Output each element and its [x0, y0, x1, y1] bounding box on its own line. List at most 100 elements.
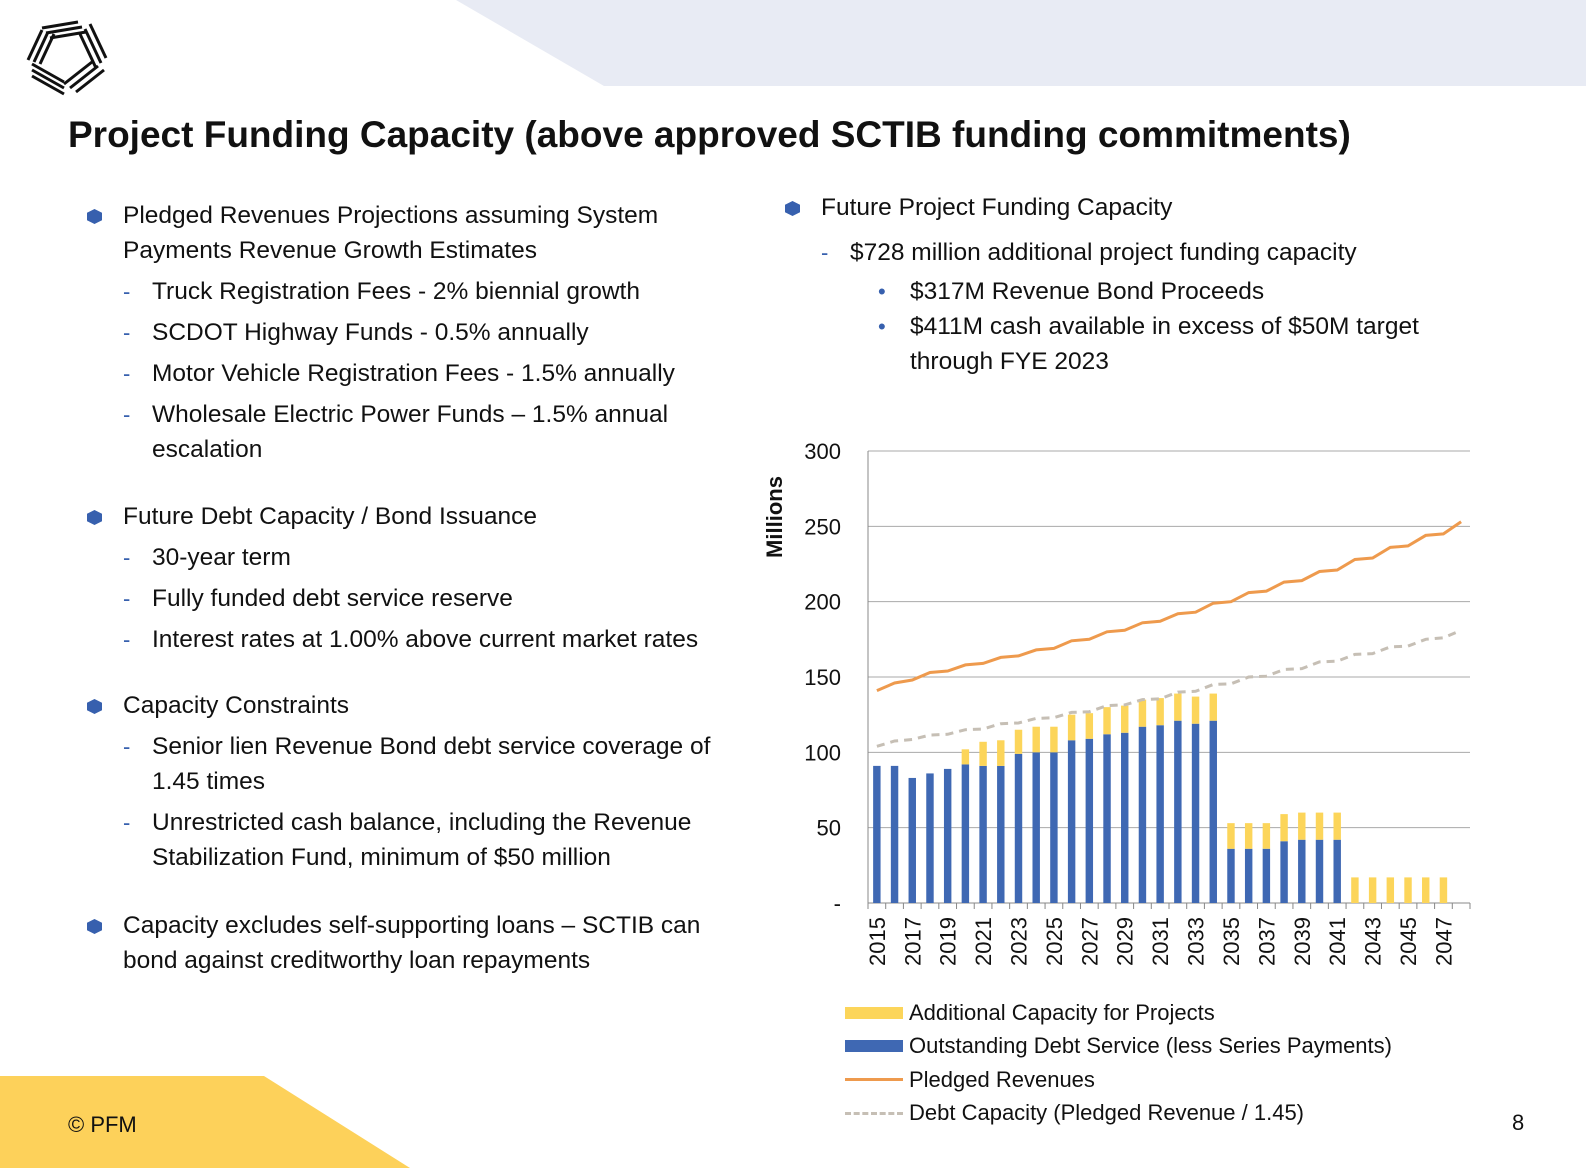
x-tick-label: 2037: [1254, 917, 1279, 966]
bar-outstanding-debt-service: [1032, 752, 1040, 903]
bar-outstanding-debt-service: [1121, 732, 1129, 903]
bar-outstanding-debt-service: [1244, 848, 1253, 903]
bar-additional-capacity: [1103, 707, 1111, 735]
sub-bullet: - Wholesale Electric Power Funds – 1.5% a…: [84, 397, 734, 467]
bar-outstanding-debt-service: [997, 765, 1005, 903]
sub-bullet: - Fully funded debt service reserve: [84, 581, 734, 616]
bar-additional-capacity: [1050, 726, 1058, 753]
bar-additional-capacity: [1227, 823, 1235, 849]
x-tick-label: 2033: [1184, 917, 1209, 966]
x-tick-label: 2045: [1396, 917, 1421, 966]
bar-additional-capacity: [979, 741, 987, 766]
footer-band-shape: [0, 1076, 410, 1168]
bar-outstanding-debt-service: [1067, 740, 1076, 903]
hexagon-bullet-icon: [87, 510, 102, 525]
sub-sub-bullet: • $411M cash available in excess of $50M …: [782, 309, 1502, 379]
bar-outstanding-debt-service: [1262, 848, 1271, 903]
bar-outstanding-debt-service: [1050, 752, 1058, 903]
bar-additional-capacity: [1156, 698, 1164, 726]
bar-outstanding-debt-service: [979, 765, 987, 903]
sub-bullet: - Truck Registration Fees - 2% biennial g…: [84, 274, 734, 309]
legend-label: Additional Capacity for Projects: [909, 999, 1215, 1025]
legend-label: Pledged Revenues: [909, 1066, 1095, 1092]
bar-additional-capacity: [1067, 714, 1076, 741]
bullet-revenue-projections: Pledged Revenues Projections assuming Sy…: [84, 198, 734, 268]
header-band: [456, 0, 1586, 86]
page-title: Project Funding Capacity (above approved…: [68, 114, 1351, 155]
bar-additional-capacity: [1422, 877, 1430, 903]
x-tick-label: 2027: [1077, 917, 1102, 966]
sub-bullet: - Interest rates at 1.00% above current m…: [84, 622, 734, 657]
dash-bullet-icon: -: [123, 320, 131, 345]
dash-bullet-icon: -: [821, 240, 829, 265]
legend-item-debt-capacity: Debt Capacity (Pledged Revenue / 1.45): [845, 1097, 1392, 1131]
x-tick-label: 2017: [900, 917, 925, 966]
x-tick-label: 2035: [1219, 917, 1244, 966]
header-band-shape: [456, 0, 1586, 86]
sub-bullet-text: Wholesale Electric Power Funds – 1.5% an…: [152, 401, 669, 463]
bar-additional-capacity: [1351, 877, 1359, 903]
legend-item-pledged-revenues: Pledged Revenues: [845, 1063, 1392, 1097]
bar-outstanding-debt-service: [926, 773, 934, 903]
dash-bullet-icon: -: [123, 279, 131, 304]
sub-bullet-text: Truck Registration Fees - 2% biennial gr…: [152, 278, 640, 305]
bar-additional-capacity: [997, 740, 1005, 766]
dash-bullet-icon: -: [123, 402, 131, 427]
bar-additional-capacity: [1298, 812, 1306, 840]
sub-bullet-text: 30-year term: [152, 544, 291, 571]
bar-additional-capacity: [1280, 814, 1288, 842]
bar-outstanding-debt-service: [1227, 848, 1235, 903]
footer-band: [0, 1076, 410, 1168]
dot-bullet-icon: •: [878, 279, 886, 304]
bar-outstanding-debt-service: [943, 768, 952, 903]
bar-outstanding-debt-service: [908, 777, 916, 903]
bar-additional-capacity: [1368, 877, 1377, 903]
bar-outstanding-debt-service: [1085, 738, 1094, 903]
bullet-heading: Capacity excludes self-supporting loans …: [123, 912, 701, 974]
bar-outstanding-debt-service: [1014, 753, 1023, 903]
sub-bullet: - SCDOT Highway Funds - 0.5% annually: [84, 315, 734, 350]
bar-additional-capacity: [1333, 812, 1341, 840]
bar-additional-capacity: [1244, 823, 1253, 849]
bar-outstanding-debt-service: [1333, 839, 1341, 903]
page-number: 8: [1512, 1110, 1525, 1135]
x-tick-label: 2023: [1007, 917, 1032, 966]
bar-outstanding-debt-service: [1298, 839, 1306, 903]
x-tick-label: 2015: [865, 917, 890, 966]
legend-swatch-blue: [845, 1040, 903, 1053]
sub-bullet-text: SCDOT Highway Funds - 0.5% annually: [152, 319, 589, 346]
dash-bullet-icon: -: [123, 810, 131, 835]
sub-bullet: - Senior lien Revenue Bond debt service c…: [84, 729, 734, 799]
left-bullet-list: Pledged Revenues Projections assuming Sy…: [84, 198, 734, 978]
sub-sub-bullet-text: $411M cash available in excess of $50M t…: [910, 313, 1419, 375]
bar-outstanding-debt-service: [1191, 723, 1200, 903]
bar-outstanding-debt-service: [1280, 841, 1288, 903]
bar-additional-capacity: [1209, 693, 1217, 721]
dash-bullet-icon: -: [123, 586, 131, 611]
sub-bullet: - Unrestricted cash balance, including th…: [84, 805, 734, 875]
legend-label: Debt Capacity (Pledged Revenue / 1.45): [909, 1100, 1305, 1126]
bar-additional-capacity: [1174, 693, 1182, 721]
bar-additional-capacity: [1085, 713, 1094, 739]
bar-additional-capacity: [1032, 726, 1040, 753]
bar-additional-capacity: [1138, 699, 1147, 727]
dash-bullet-icon: -: [123, 734, 131, 759]
y-tick-label: 50: [817, 816, 841, 841]
y-tick-label: 200: [804, 590, 841, 615]
y-tick-label: 100: [804, 740, 841, 765]
bar-additional-capacity: [1121, 705, 1129, 733]
sub-bullet: - Motor Vehicle Registration Fees - 1.5% …: [84, 356, 734, 391]
bar-additional-capacity: [1014, 729, 1023, 754]
bar-additional-capacity: [1315, 812, 1324, 840]
bar-additional-capacity: [1191, 696, 1200, 724]
x-tick-label: 2039: [1290, 917, 1315, 966]
bar-outstanding-debt-service: [1209, 720, 1217, 903]
sub-bullet-text: Senior lien Revenue Bond debt service co…: [152, 733, 711, 795]
chart-legend: Additional Capacity for Projects Outstan…: [845, 996, 1392, 1130]
bullet-heading: Future Project Funding Capacity: [821, 194, 1173, 221]
bullet-heading: Pledged Revenues Projections assuming Sy…: [123, 202, 659, 264]
right-bullet-list: Future Project Funding Capacity - $728 mi…: [782, 190, 1502, 379]
dash-bullet-icon: -: [123, 627, 131, 652]
x-tick-label: 2019: [936, 917, 961, 966]
legend-swatch-yellow: [845, 1006, 903, 1019]
